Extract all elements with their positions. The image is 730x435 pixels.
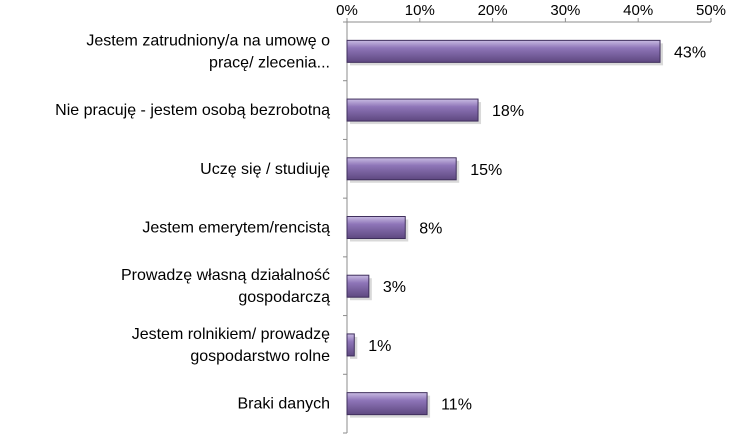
x-tick-label: 40%	[623, 2, 653, 19]
x-tick-label: 0%	[336, 2, 358, 19]
bar	[346, 39, 661, 63]
category-label-line: Jestem zatrudniony/a na umowę o	[86, 32, 330, 49]
data-label: 18%	[492, 103, 524, 120]
data-label: 11%	[441, 397, 472, 414]
category-label-line: Prowadzę własną działalność	[121, 267, 330, 284]
x-tick-label: 20%	[478, 2, 508, 19]
x-tick-label: 30%	[550, 2, 580, 19]
category-label-line: Nie pracuję - jestem osobą bezrobotną	[55, 102, 330, 119]
bars: 43% 18% 15% 8% 3% 1% 11%	[346, 39, 706, 418]
bar	[346, 98, 479, 122]
bar-group: 18%	[346, 98, 524, 125]
bar-group: 15%	[346, 157, 502, 183]
bar-group: 3%	[346, 274, 406, 301]
category-label: Jestem rolnikiem/ prowadzę gospodarstwo r…	[132, 326, 330, 365]
category-label-line: Jestem rolnikiem/ prowadzę	[132, 326, 330, 343]
category-labels: Jestem zatrudniony/a na umowę o pracę/ zl…	[55, 32, 330, 412]
category-label: Uczę się / studiuję	[200, 161, 330, 178]
bar-group: 11%	[346, 392, 472, 418]
bar-group: 43%	[346, 39, 706, 66]
category-label-line: Braki danych	[238, 396, 331, 413]
category-label: Jestem zatrudniony/a na umowę o pracę/ zl…	[86, 32, 330, 71]
data-label: 43%	[674, 44, 706, 61]
data-label: 8%	[419, 221, 442, 238]
category-label: Nie pracuję - jestem osobą bezrobotną	[55, 102, 330, 119]
category-label-line: gospodarstwo rolne	[190, 348, 330, 365]
data-label: 3%	[383, 279, 406, 296]
bar-group: 1%	[346, 333, 391, 359]
category-label: Braki danych	[238, 396, 331, 413]
category-label-line: pracę/ zlecenia...	[209, 54, 330, 71]
bar	[346, 274, 370, 298]
x-tick-label: 10%	[405, 2, 435, 19]
bar	[346, 216, 406, 239]
bar	[346, 392, 428, 416]
bar	[346, 157, 457, 181]
bar-group: 8%	[346, 216, 442, 242]
bar	[346, 333, 355, 357]
category-label-line: Jestem emerytem/rencistą	[142, 220, 330, 237]
x-tick-label: 50%	[696, 2, 726, 19]
category-label-line: Uczę się / studiuję	[200, 161, 330, 178]
x-axis: 0% 10% 20% 30% 40% 50%	[336, 2, 726, 434]
category-label: Jestem emerytem/rencistą	[142, 220, 330, 237]
category-label-line: gospodarczą	[238, 289, 330, 306]
category-label: Prowadzę własną działalność gospodarczą	[121, 267, 330, 306]
data-label: 15%	[470, 162, 502, 179]
data-label: 1%	[368, 338, 391, 355]
